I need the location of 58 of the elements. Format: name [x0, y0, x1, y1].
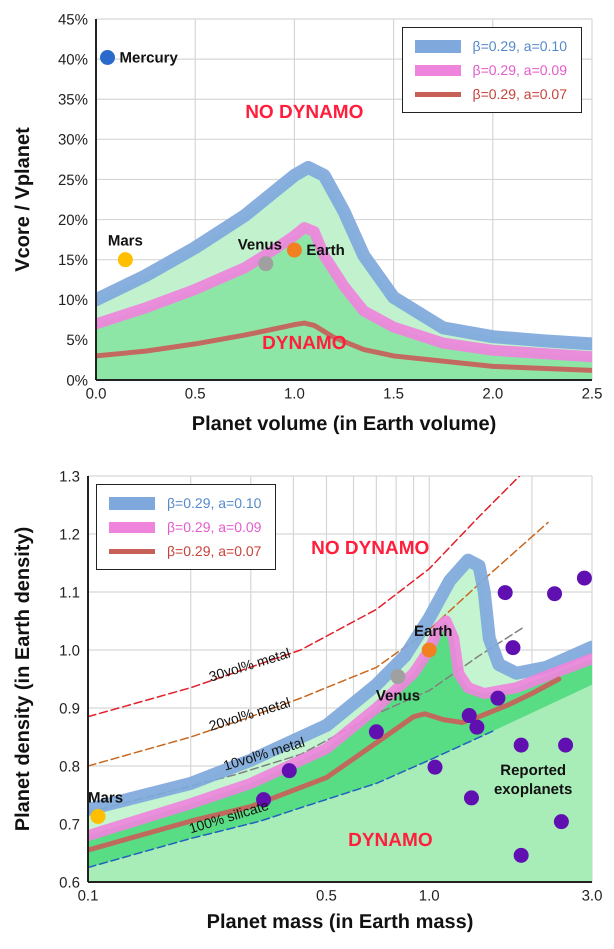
y-tick-label: 1.3 [59, 468, 80, 486]
y-tick-label: 35% [58, 92, 88, 109]
x-tick-label: 0.5 [184, 386, 206, 403]
text: 100% silicate [186, 796, 271, 836]
y-tick-label: 25% [58, 172, 88, 189]
x-axis-title: Planet volume (in Earth volume) [192, 413, 496, 435]
annotation: DYNAMO [348, 830, 433, 852]
series-label: Earth [414, 623, 452, 640]
y-tick-label: 40% [58, 51, 88, 68]
series-label: Mercury [120, 50, 179, 67]
x-tick-label: 1.0 [284, 386, 305, 403]
y-tick-label: 0.7 [59, 816, 80, 834]
text: 10vol% metal [221, 734, 306, 774]
series-label: Venus [238, 236, 282, 254]
y-tick-label: 10% [58, 292, 88, 310]
point [258, 256, 274, 272]
y-tick-label: 20% [58, 212, 88, 229]
annotation: NO DYNAMO [245, 102, 364, 124]
legend-label: β=0.29, a=0.09 [167, 519, 262, 535]
y-tick-label: 1.0 [59, 642, 80, 660]
x-tick-label: 0.5 [316, 888, 337, 905]
series-label: Reported exoplanets [494, 762, 572, 798]
x-tick-label: 1.5 [383, 386, 404, 403]
x-tick-label: 1.0 [418, 888, 440, 905]
y-tick-label: 1.1 [59, 584, 80, 602]
series-label: Earth [306, 242, 345, 260]
point [286, 242, 302, 258]
y-axis-title: Planet density (in Earth density) [12, 526, 34, 832]
y-tick-label: 5% [66, 332, 88, 350]
legend-label: β=0.29, a=0.07 [167, 543, 262, 559]
x-tick-label: 2.0 [482, 386, 504, 403]
y-tick-label: 0.6 [59, 874, 80, 892]
y-axis-title: Vcore / Vplanet [12, 126, 34, 272]
series-label: Mars [88, 789, 124, 806]
annotation: NO DYNAMO [311, 538, 430, 560]
legend-label: β=0.29, a=0.09 [472, 62, 567, 78]
y-tick-label: 0.8 [59, 758, 80, 776]
x-tick-label: 0.0 [86, 386, 106, 403]
text: 30vol% metal [206, 644, 292, 685]
y-tick-label: 0% [66, 372, 88, 390]
y-tick-label: 1.2 [59, 526, 80, 544]
y-tick-label: 30% [58, 132, 88, 149]
y-tick-label: 15% [58, 252, 88, 269]
legend-label: β=0.29, a=0.10 [472, 38, 567, 54]
series-label: Venus [376, 688, 420, 705]
y-tick-label: 0.9 [59, 700, 80, 718]
text: 20vol% metal [206, 694, 292, 734]
series-label: Mars [108, 232, 143, 250]
y-tick-label: 45% [58, 11, 88, 28]
x-tick-label: 2.5 [582, 386, 602, 403]
x-tick-label: 3.0 [582, 888, 602, 905]
x-axis-title: Planet mass (in Earth mass) [206, 911, 474, 933]
point [100, 50, 116, 66]
legend-label: β=0.29, a=0.07 [472, 86, 567, 102]
point [118, 252, 133, 268]
x-tick-label: 0.1 [78, 888, 98, 905]
legend-label: β=0.29, a=0.10 [167, 495, 262, 511]
annotation: DYNAMO [262, 332, 347, 355]
